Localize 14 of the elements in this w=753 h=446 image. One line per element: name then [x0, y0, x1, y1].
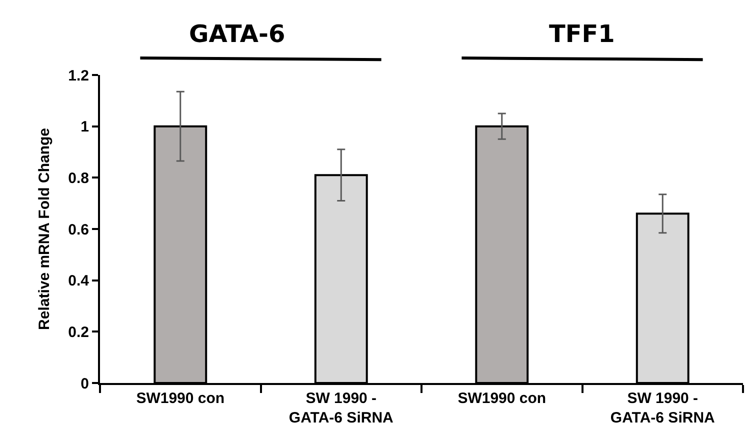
y-tick-label: 1.2 [68, 67, 89, 84]
y-axis-title: Relative mRNA Fold Change [36, 128, 53, 330]
x-tick-label: SW1990 con [458, 390, 546, 407]
x-tick-label: SW 1990 - GATA-6 SiRNA [610, 390, 716, 426]
y-tick-label: 0.6 [68, 221, 89, 238]
x-tick-label: SW1990 con [136, 390, 225, 407]
text: GATA-6 [189, 20, 286, 48]
y-tick-label: 0.8 [68, 170, 89, 187]
x-tick-label: SW 1990 - GATA-6 SiRNA [288, 390, 394, 426]
text: TFF1 [549, 20, 615, 48]
y-tick-label: 0 [80, 375, 89, 392]
y-tick-label: 0.4 [68, 272, 90, 290]
y-tick-label: 1 [80, 118, 89, 136]
y-tick-label: 0.2 [68, 324, 89, 341]
